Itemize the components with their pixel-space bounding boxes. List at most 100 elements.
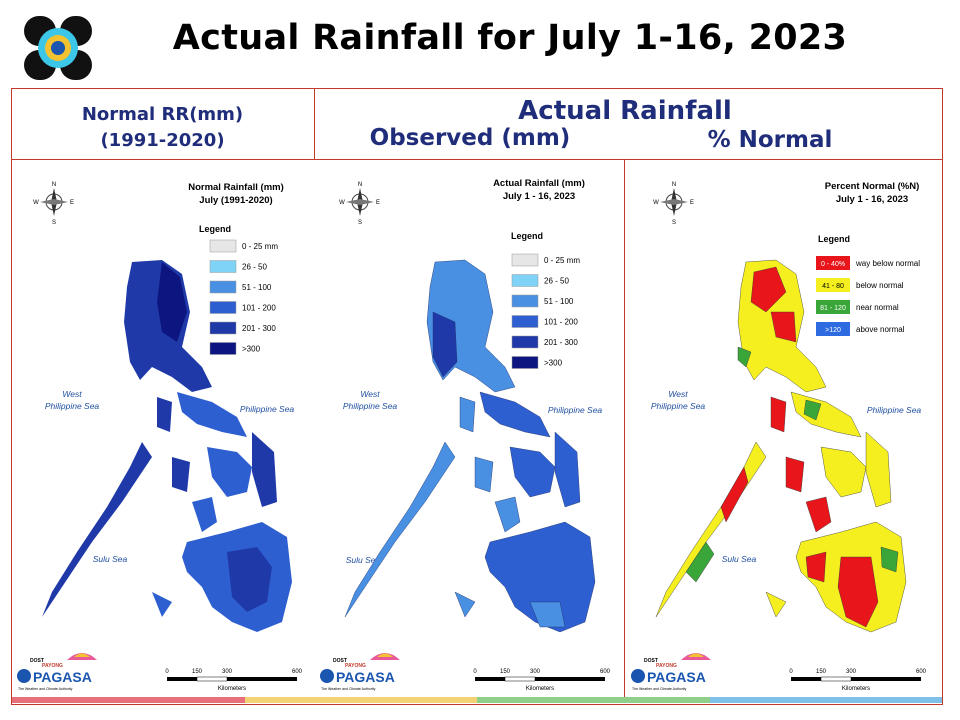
compass-w: W <box>33 200 39 206</box>
legend-label: 51 - 100 <box>242 283 272 292</box>
legend-swatch <box>816 278 850 292</box>
legend-swatch-label: >120 <box>825 327 841 334</box>
legend-swatch <box>511 274 539 287</box>
compass-s: S <box>52 220 56 226</box>
philippines-landmass <box>655 259 907 633</box>
compass-n: N <box>358 182 362 188</box>
legend: 0 - 25 mm 26 - 50 51 - 100 101 - 200 201 - 3… <box>511 253 580 369</box>
compass-e: E <box>376 200 380 206</box>
legend-swatch <box>511 356 539 369</box>
legend-label: near normal <box>856 303 899 312</box>
map-title: Normal Rainfall (mm) <box>188 182 284 193</box>
brand-payong: PAYONG <box>42 663 63 669</box>
compass-s: S <box>358 220 362 226</box>
compass-e: E <box>690 200 694 206</box>
map-period: July (1991-2020) <box>199 195 272 206</box>
legend: 0 - 40% way below normal 41 - 80 below norm… <box>816 256 920 336</box>
scale-unit: Kilometers <box>526 686 554 692</box>
legend-swatch <box>209 280 237 294</box>
actual-rainfall-map: N S W E Actual Rainfall (mm) July 1 - 16… <box>320 178 611 692</box>
scale-tick: 150 <box>816 669 827 675</box>
scale-tick: 150 <box>192 669 203 675</box>
brand-dost: DOST <box>333 658 347 664</box>
compass-n: N <box>672 182 676 188</box>
header-divider <box>11 159 943 160</box>
brand-payong: PAYONG <box>345 663 366 669</box>
brand-tagline: The Weather and Climate Authority <box>18 687 73 691</box>
map-panel-normal: N S W E Normal Rainfall (mm) July (1991-… <box>12 162 313 697</box>
footer-stripe-segment <box>12 697 245 703</box>
scale-tick: 0 <box>165 669 169 675</box>
payong-pagasa-logo-icon: DOST PAYONG PAGASA The Weather and Clima… <box>17 653 97 691</box>
legend-label: 26 - 50 <box>544 277 569 286</box>
panel-frame <box>11 88 943 705</box>
normal-rainfall-map: N S W E Normal Rainfall (mm) July (1991-… <box>17 182 303 692</box>
legend-swatch <box>511 335 539 349</box>
legend-label: 0 - 25 mm <box>242 242 278 251</box>
pagasa-logo-icon <box>24 16 92 80</box>
scale-unit: Kilometers <box>842 686 870 692</box>
compass-icon: N S W E <box>339 182 380 226</box>
payong-pagasa-logo-icon: DOST PAYONG PAGASA The Weather and Clima… <box>320 653 400 691</box>
sea-label-west: West <box>360 389 380 399</box>
legend-label: >300 <box>242 345 261 354</box>
legend-swatch-label: 41 - 80 <box>822 283 844 290</box>
legend-swatch-label: 81 - 120 <box>820 305 846 312</box>
legend-label: 26 - 50 <box>242 263 267 272</box>
payong-pagasa-logo-icon: DOST PAYONG PAGASA The Weather and Clima… <box>631 653 711 691</box>
brand-pagasa: PAGASA <box>33 669 92 685</box>
scale-tick: 600 <box>600 669 611 675</box>
footer-stripe-segment <box>477 697 710 703</box>
brand-dost: DOST <box>644 658 658 664</box>
footer-stripe-segment <box>709 697 942 703</box>
observed-header: Observed (mm) <box>369 125 571 151</box>
compass-icon: N S W E <box>33 182 74 226</box>
sea-label-sulu: Sulu Sea <box>722 554 757 564</box>
legend-swatch <box>209 342 237 355</box>
legend-swatch <box>511 294 539 308</box>
brand-tagline: The Weather and Climate Authority <box>321 687 376 691</box>
compass-w: W <box>653 200 659 206</box>
legend-title: Legend <box>818 234 850 244</box>
sea-label-west-2: Philippine Sea <box>45 401 100 411</box>
legend-label: way below normal <box>855 259 920 268</box>
scale-tick: 0 <box>789 669 793 675</box>
legend: 0 - 25 mm 26 - 50 51 - 100 101 - 200 201 - 3… <box>209 239 278 355</box>
sea-label-philippine: Philippine Sea <box>240 404 295 414</box>
sea-label-sulu: Sulu Sea <box>346 555 381 565</box>
map-title: Actual Rainfall (mm) <box>493 178 585 189</box>
scale-bar: 0 150 300 600 Kilometers <box>165 669 302 692</box>
sea-label-west-2: Philippine Sea <box>651 401 706 411</box>
legend-label: 0 - 25 mm <box>544 256 580 265</box>
scale-bar: 0 150 300 600 Kilometers <box>789 669 926 692</box>
brand-dost: DOST <box>30 658 44 664</box>
map-panel-percent: N S W E Percent Normal (%N) July 1 - 16,… <box>626 162 942 697</box>
scale-tick: 300 <box>222 669 233 675</box>
scale-tick: 150 <box>500 669 511 675</box>
legend-swatch <box>511 253 539 267</box>
brand-tagline: The Weather and Climate Authority <box>632 687 687 691</box>
legend-swatch <box>209 301 237 314</box>
legend-label: 201 - 300 <box>544 338 578 347</box>
brand-pagasa: PAGASA <box>336 669 395 685</box>
sea-label-philippine: Philippine Sea <box>548 405 603 415</box>
panel-column-divider <box>624 159 625 697</box>
scale-tick: 300 <box>846 669 857 675</box>
brand-pagasa: PAGASA <box>647 669 706 685</box>
slide-title: Actual Rainfall for July 1-16, 2023 <box>172 18 848 58</box>
sea-label-west: West <box>62 389 82 399</box>
actual-rainfall-header: Actual Rainfall <box>518 96 732 126</box>
sea-label-west-2: Philippine Sea <box>343 401 398 411</box>
compass-w: W <box>339 200 345 206</box>
legend-swatch <box>209 239 237 253</box>
sea-label-sulu: Sulu Sea <box>93 554 128 564</box>
compass-s: S <box>672 220 676 226</box>
sea-label-west: West <box>668 389 688 399</box>
legend-label: above normal <box>856 325 905 334</box>
legend-swatch <box>511 315 539 328</box>
scale-bar: 0 150 300 600 Kilometers <box>473 669 610 692</box>
scale-tick: 600 <box>292 669 303 675</box>
compass-n: N <box>52 182 56 188</box>
compass-icon: N S W E <box>653 182 694 226</box>
scale-tick: 0 <box>473 669 477 675</box>
